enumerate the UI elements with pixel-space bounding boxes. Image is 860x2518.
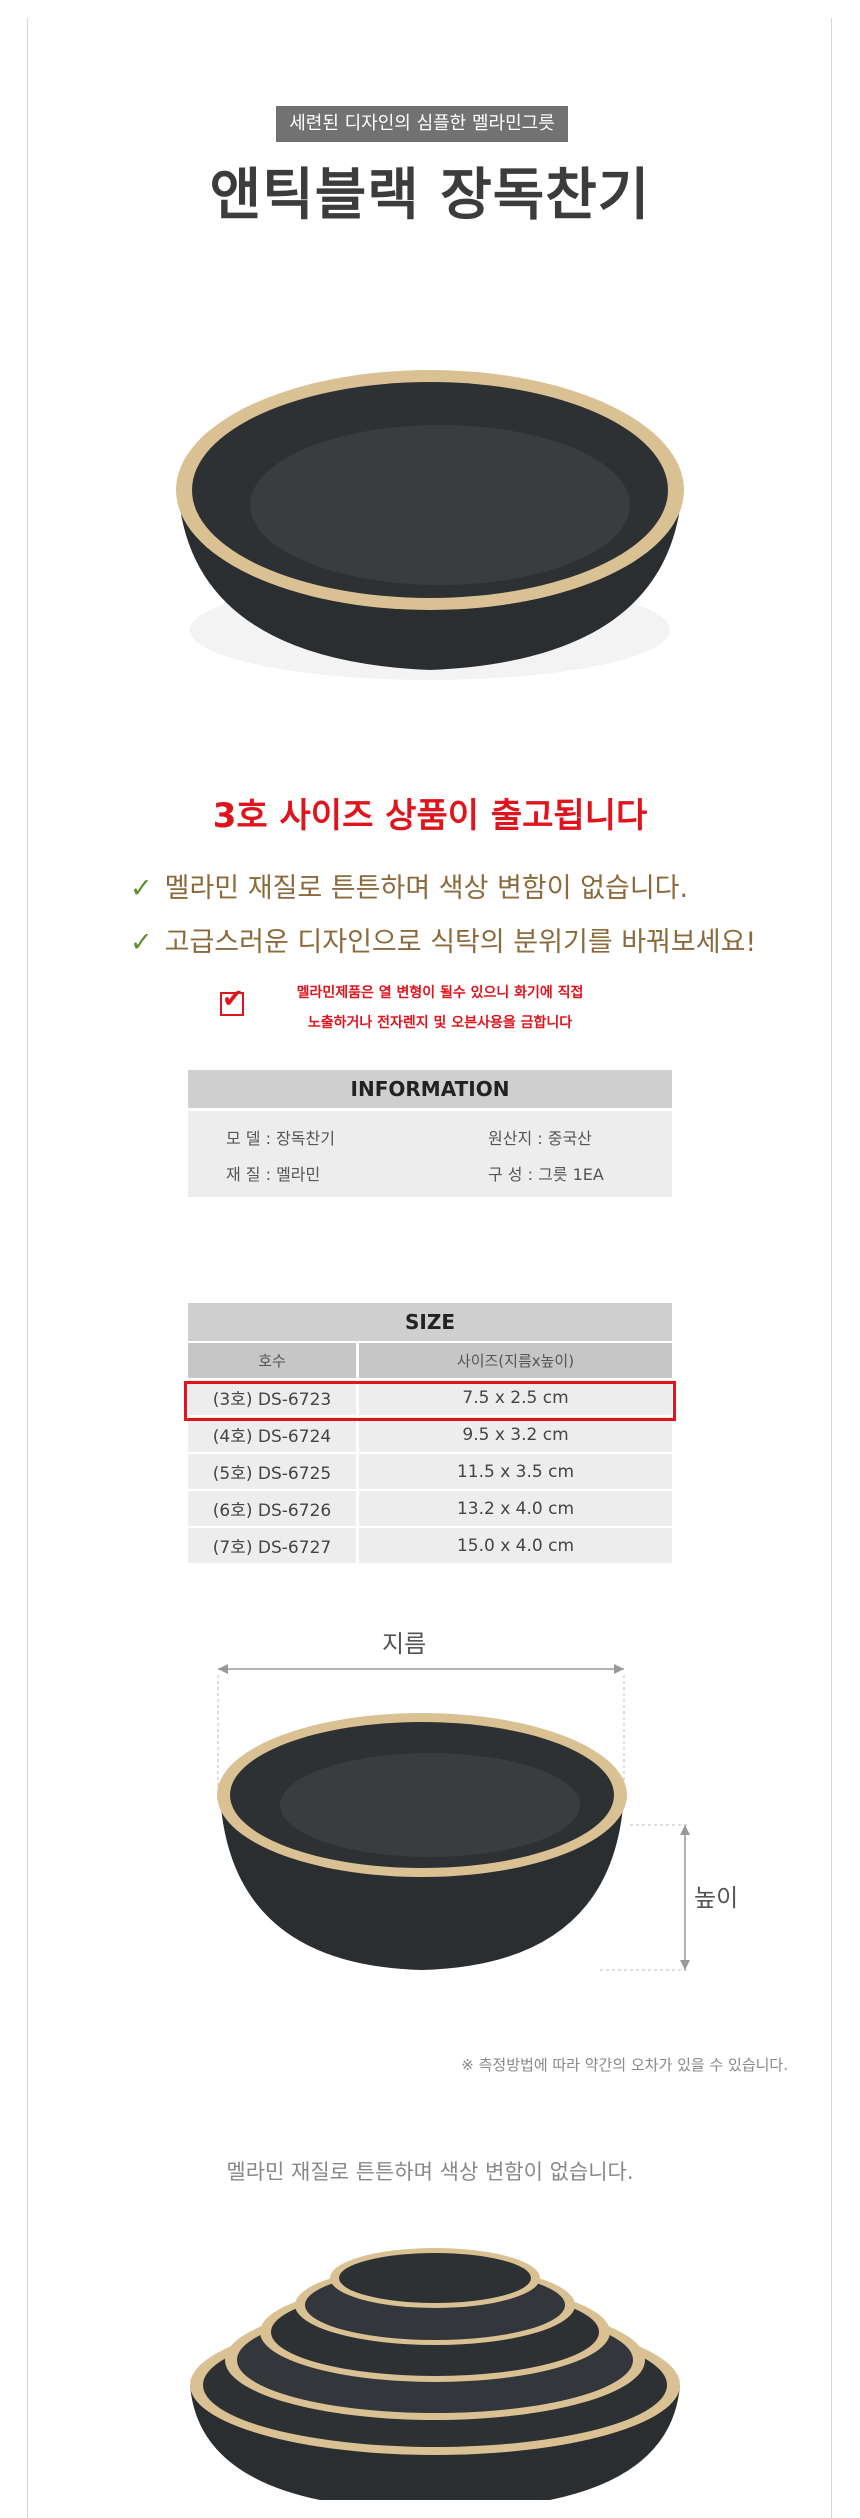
checkbox-check-icon: ✔ [220,984,244,1016]
warning-notice: ✔ 멜라민제품은 열 변형이 될수 있으니 화기에 직접 노출하거나 전자렌지 … [220,984,584,1031]
feature-line: ✓ 멜라민 재질로 튼튼하며 색상 변함이 없습니다. [130,873,689,904]
info-origin: 원산지 : 중국산 [488,1129,592,1148]
stacked-bowls-image [190,2248,680,2500]
shipping-notice: 3호 사이즈 상품이 출고됩니다 [212,796,648,836]
size-table: SIZE 호수 사이즈(지름x높이) (3호) DS-6723 7.5 x 2.5… [184,1303,676,1563]
size-header-row: 호수 사이즈(지름x높이) [188,1343,672,1378]
measurement-note: ※ 측정방법에 따라 약간의 오차가 있을 수 있습니다. [461,2056,788,2074]
table-row: (6호) DS-6726 13.2 x 4.0 cm [188,1491,672,1526]
info-composition: 구 성 : 그릇 1EA [488,1165,604,1184]
feature-line: ✓ 고급스러운 디자인으로 식탁의 분위기를 바꿔보세요! [130,927,757,958]
product-bowl-image [176,370,684,680]
table-row: (7호) DS-6727 15.0 x 4.0 cm [188,1528,672,1563]
check-icon: ✓ [130,873,153,904]
subtitle-banner: 세련된 디자인의 심플한 멜라민그릇 [276,106,568,142]
selected-size-highlight [184,1381,676,1421]
table-row: (3호) DS-6723 7.5 x 2.5 cm [188,1380,672,1415]
info-material: 재 질 : 멜라민 [226,1165,321,1184]
height-label: 높이 [694,1884,739,1912]
information-table: INFORMATION 모 델 : 장독찬기 원산지 : 중국산 재 질 : 멜… [188,1070,672,1197]
diameter-label: 지름 [382,1630,427,1658]
table-row: (5호) DS-6725 11.5 x 3.5 cm [188,1454,672,1489]
table-row: (4호) DS-6724 9.5 x 3.2 cm [188,1417,672,1452]
size-diagram [217,1664,690,1971]
page-frame [27,18,832,2518]
size-title: SIZE [188,1303,672,1341]
check-icon: ✓ [130,927,153,958]
page-title: 앤틱블랙 장독찬기 [209,163,651,228]
bottom-caption: 멜라민 재질로 튼튼하며 색상 변함이 없습니다. [226,2160,634,2184]
info-model: 모 델 : 장독찬기 [226,1129,335,1148]
information-title: INFORMATION [188,1070,672,1108]
